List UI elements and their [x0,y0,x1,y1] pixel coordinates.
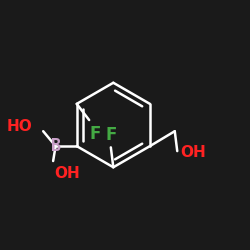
Text: OH: OH [54,166,80,181]
Text: F: F [105,126,117,144]
Text: HO: HO [6,119,32,134]
Text: F: F [90,125,101,143]
Text: B: B [50,137,60,155]
Text: OH: OH [180,145,206,160]
